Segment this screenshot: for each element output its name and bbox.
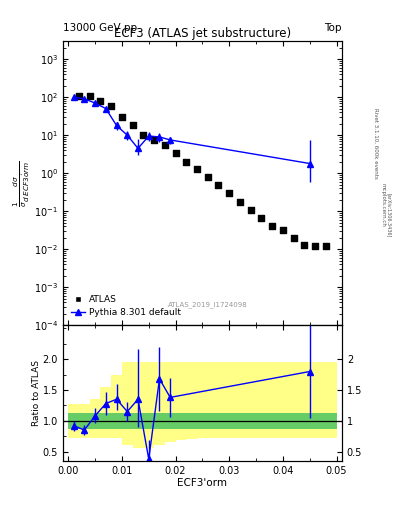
ATLAS (248, 206, 254, 214)
Y-axis label: $\frac{1}{\sigma}\frac{d\sigma}{d\,ECF3\'orm}$: $\frac{1}{\sigma}\frac{d\sigma}{d\,ECF3\… (12, 160, 33, 206)
ATLAS (119, 113, 125, 121)
ATLAS (269, 222, 275, 230)
ATLAS (162, 141, 168, 149)
ATLAS (312, 242, 318, 250)
Title: ECF3 (ATLAS jet substructure): ECF3 (ATLAS jet substructure) (114, 27, 291, 40)
ATLAS (173, 148, 179, 157)
Text: Top: Top (324, 23, 342, 33)
Text: Rivet 3.1.10, 600k events: Rivet 3.1.10, 600k events (373, 108, 378, 179)
Text: mcplots.cern.ch: mcplots.cern.ch (381, 183, 386, 227)
ATLAS (86, 92, 93, 100)
ATLAS (183, 158, 189, 166)
ATLAS (205, 173, 211, 181)
ATLAS (258, 215, 264, 223)
ATLAS (323, 242, 329, 250)
Legend: ATLAS, Pythia 8.301 default: ATLAS, Pythia 8.301 default (67, 291, 185, 321)
ATLAS (140, 131, 147, 139)
ATLAS (226, 189, 232, 197)
X-axis label: ECF3'orm: ECF3'orm (177, 478, 228, 488)
ATLAS (215, 181, 222, 189)
ATLAS (97, 97, 104, 105)
ATLAS (237, 198, 243, 206)
Y-axis label: Ratio to ATLAS: Ratio to ATLAS (32, 360, 41, 426)
ATLAS (194, 165, 200, 173)
ATLAS (108, 101, 114, 110)
Text: 13000 GeV pp: 13000 GeV pp (63, 23, 137, 33)
ATLAS (290, 234, 297, 242)
ATLAS (130, 121, 136, 130)
Text: [arXiv:1306.3436]: [arXiv:1306.3436] (387, 193, 391, 237)
ATLAS (76, 92, 82, 100)
ATLAS (280, 225, 286, 233)
ATLAS (151, 136, 157, 144)
Text: ATLAS_2019_I1724098: ATLAS_2019_I1724098 (168, 302, 248, 308)
ATLAS (301, 241, 307, 249)
